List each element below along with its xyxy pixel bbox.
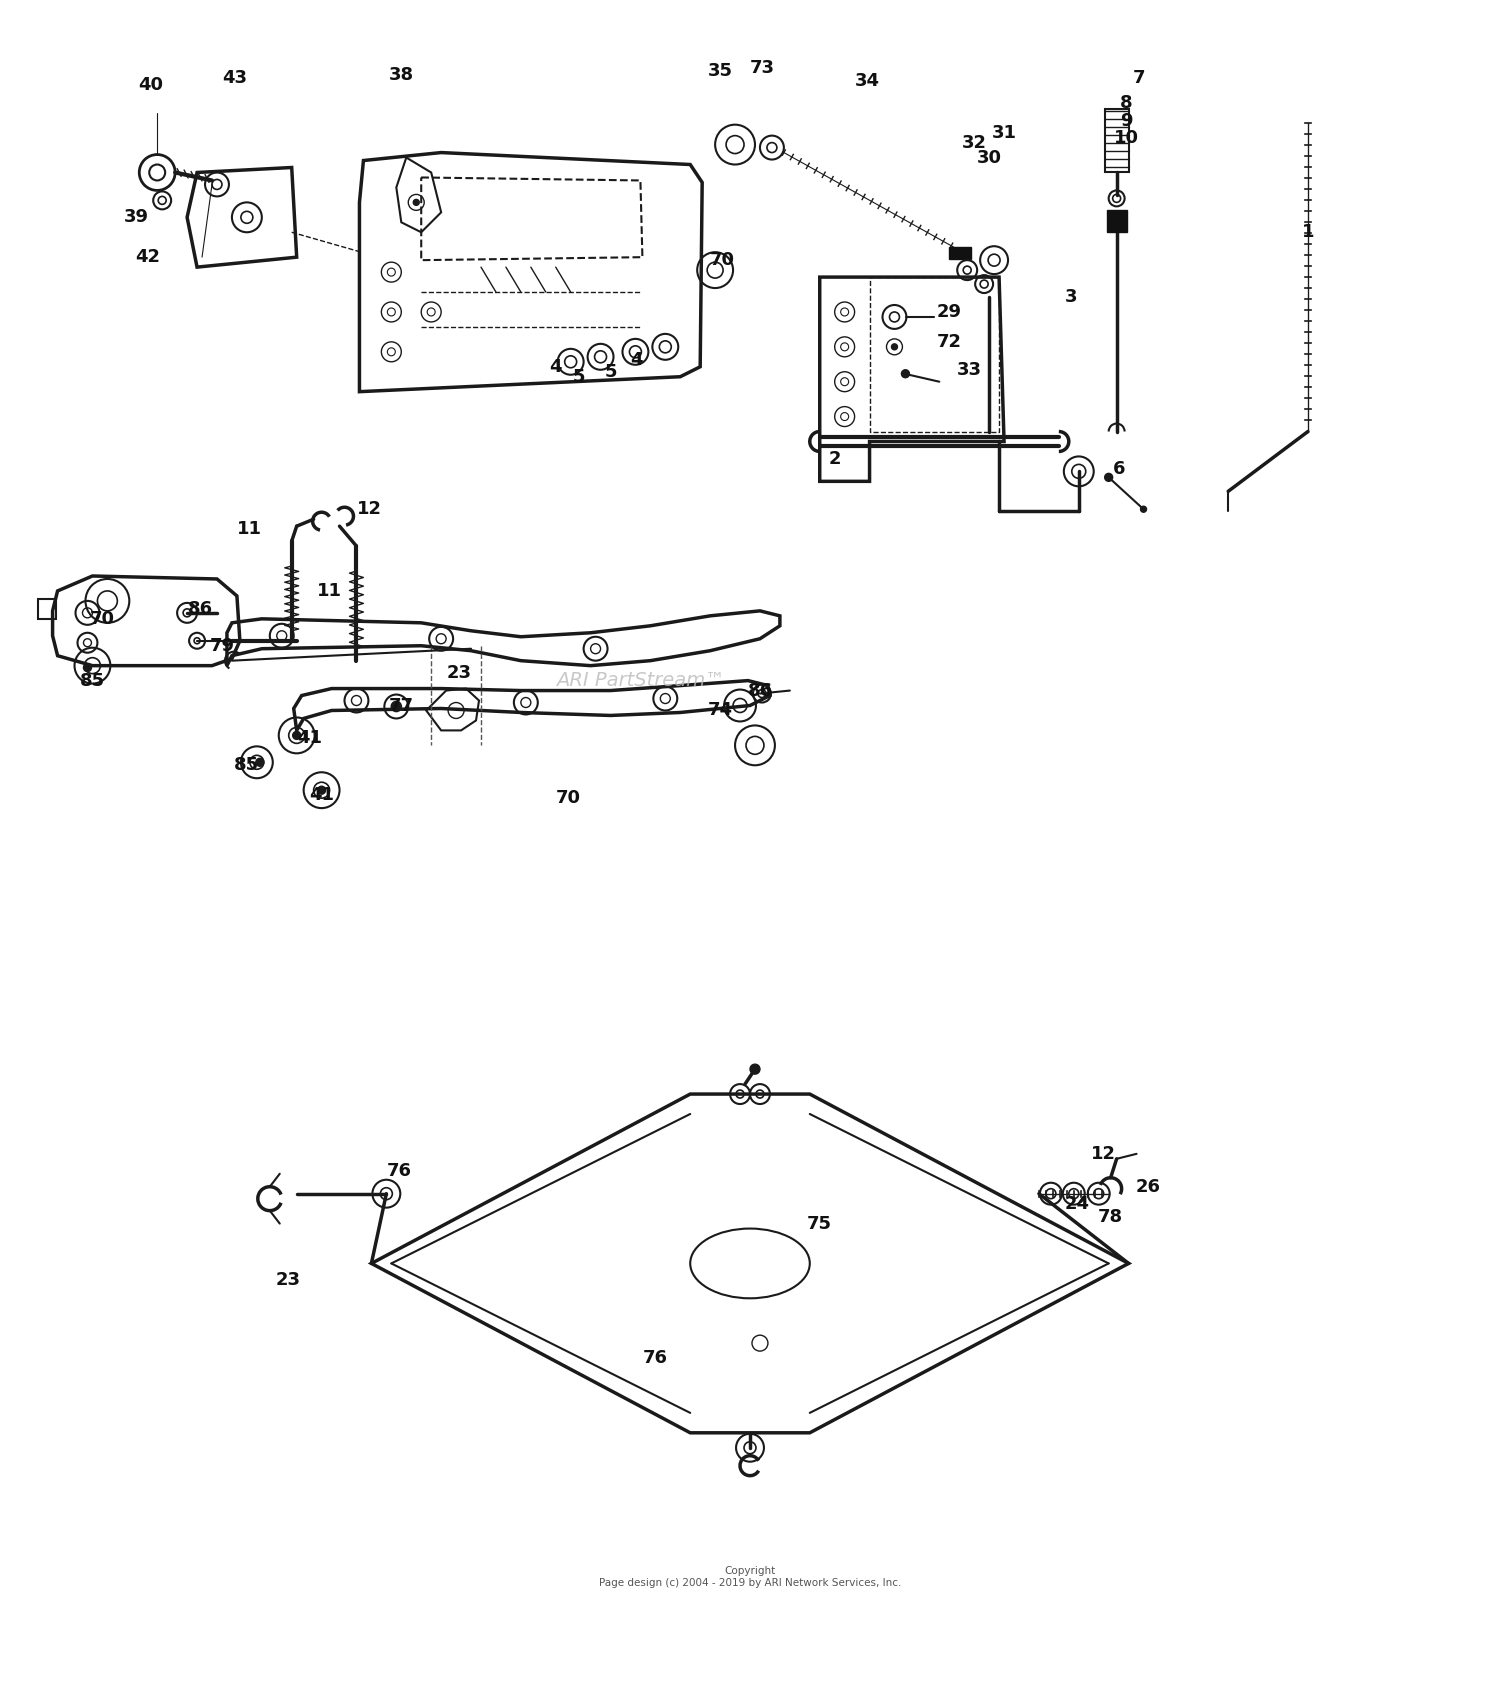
- Text: 33: 33: [957, 360, 981, 378]
- Text: ARI PartStream™: ARI PartStream™: [556, 671, 724, 690]
- Text: 4: 4: [630, 352, 642, 368]
- Text: 86: 86: [188, 600, 213, 617]
- Text: 5: 5: [573, 368, 585, 385]
- Text: 78: 78: [1098, 1208, 1124, 1226]
- Text: 31: 31: [992, 124, 1017, 141]
- Text: 2: 2: [828, 451, 842, 468]
- Text: 70: 70: [710, 251, 735, 269]
- Text: 86: 86: [747, 681, 772, 700]
- Text: 8: 8: [1120, 94, 1132, 111]
- Bar: [38, 599, 56, 619]
- Bar: [870, 278, 999, 432]
- Text: 75: 75: [807, 1214, 832, 1233]
- Text: 4: 4: [549, 358, 562, 375]
- Text: 11: 11: [316, 582, 342, 600]
- Circle shape: [1140, 506, 1146, 513]
- Text: 32: 32: [962, 133, 987, 151]
- Text: 30: 30: [976, 148, 1002, 167]
- Text: 9: 9: [1120, 111, 1132, 130]
- Circle shape: [84, 664, 92, 671]
- Text: 6: 6: [1113, 461, 1125, 478]
- Text: 70: 70: [556, 789, 580, 807]
- Circle shape: [750, 1065, 760, 1075]
- Bar: [1107, 210, 1126, 232]
- Text: 12: 12: [1090, 1145, 1116, 1162]
- Text: 23: 23: [274, 1272, 300, 1290]
- Text: 1: 1: [1302, 224, 1314, 241]
- Text: 73: 73: [750, 59, 774, 77]
- Text: 79: 79: [210, 637, 234, 654]
- Bar: [950, 247, 970, 259]
- Text: Copyright
Page design (c) 2004 - 2019 by ARI Network Services, Inc.: Copyright Page design (c) 2004 - 2019 by…: [598, 1566, 902, 1588]
- Text: 76: 76: [644, 1349, 668, 1367]
- Text: 76: 76: [387, 1162, 412, 1179]
- Text: 70: 70: [90, 611, 116, 627]
- Text: 43: 43: [222, 69, 248, 87]
- Text: 23: 23: [447, 664, 471, 681]
- Text: 41: 41: [297, 730, 322, 747]
- Text: 3: 3: [1065, 288, 1077, 306]
- Text: 35: 35: [708, 62, 732, 79]
- Text: 72: 72: [938, 333, 962, 352]
- Text: 42: 42: [135, 249, 159, 266]
- Circle shape: [414, 200, 419, 205]
- Circle shape: [256, 759, 264, 767]
- Text: 10: 10: [1114, 128, 1138, 146]
- Text: 29: 29: [938, 303, 962, 321]
- Circle shape: [318, 785, 326, 794]
- Circle shape: [393, 703, 400, 710]
- Circle shape: [902, 370, 909, 378]
- Text: 74: 74: [708, 701, 732, 720]
- Circle shape: [891, 343, 897, 350]
- Text: 5: 5: [604, 363, 616, 380]
- Text: 26: 26: [1136, 1177, 1161, 1196]
- Circle shape: [1104, 473, 1113, 481]
- Text: 39: 39: [124, 209, 148, 227]
- Text: 11: 11: [237, 520, 262, 538]
- Text: 7: 7: [1132, 69, 1144, 87]
- Text: 34: 34: [855, 72, 880, 89]
- Text: 40: 40: [138, 76, 162, 94]
- Text: 85: 85: [234, 757, 260, 774]
- Bar: [1104, 109, 1128, 173]
- Text: 77: 77: [388, 696, 414, 715]
- Text: 85: 85: [80, 671, 105, 690]
- Text: 12: 12: [357, 500, 382, 518]
- Text: 24: 24: [1065, 1194, 1089, 1213]
- Text: 41: 41: [309, 785, 334, 804]
- Circle shape: [292, 732, 300, 740]
- Text: 38: 38: [388, 66, 414, 84]
